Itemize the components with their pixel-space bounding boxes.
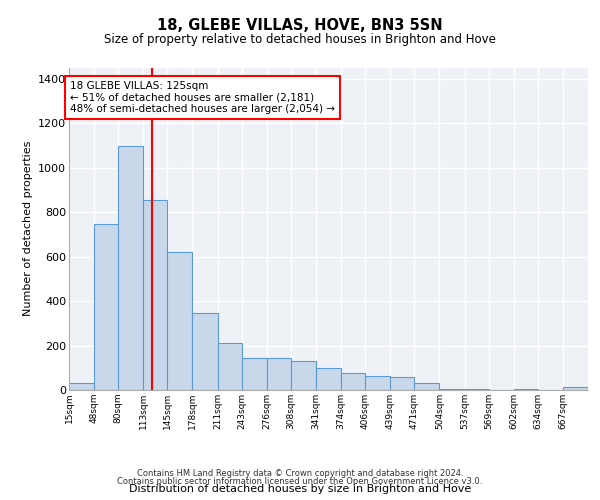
Bar	[143, 200, 167, 390]
Bar	[193, 314, 218, 390]
Text: Distribution of detached houses by size in Brighton and Hove: Distribution of detached houses by size …	[129, 484, 471, 494]
Bar	[167, 252, 193, 390]
Bar	[439, 389, 464, 390]
Bar	[563, 388, 588, 390]
Text: Contains HM Land Registry data © Crown copyright and database right 2024.: Contains HM Land Registry data © Crown c…	[137, 468, 463, 477]
Bar	[118, 146, 143, 390]
Bar	[365, 376, 390, 390]
Bar	[316, 368, 341, 390]
Bar	[464, 389, 489, 390]
Bar	[291, 361, 316, 390]
Text: 18, GLEBE VILLAS, HOVE, BN3 5SN: 18, GLEBE VILLAS, HOVE, BN3 5SN	[157, 18, 443, 32]
Bar	[390, 376, 415, 390]
Bar	[242, 358, 267, 390]
Bar	[415, 384, 439, 390]
Text: 18 GLEBE VILLAS: 125sqm
← 51% of detached houses are smaller (2,181)
48% of semi: 18 GLEBE VILLAS: 125sqm ← 51% of detache…	[70, 81, 335, 114]
Bar	[218, 344, 242, 390]
Bar	[514, 389, 538, 390]
Y-axis label: Number of detached properties: Number of detached properties	[23, 141, 32, 316]
Bar	[341, 374, 365, 390]
Bar	[69, 384, 94, 390]
Text: Contains public sector information licensed under the Open Government Licence v3: Contains public sector information licen…	[118, 477, 482, 486]
Bar	[267, 358, 291, 390]
Text: Size of property relative to detached houses in Brighton and Hove: Size of property relative to detached ho…	[104, 32, 496, 46]
Bar	[94, 224, 118, 390]
